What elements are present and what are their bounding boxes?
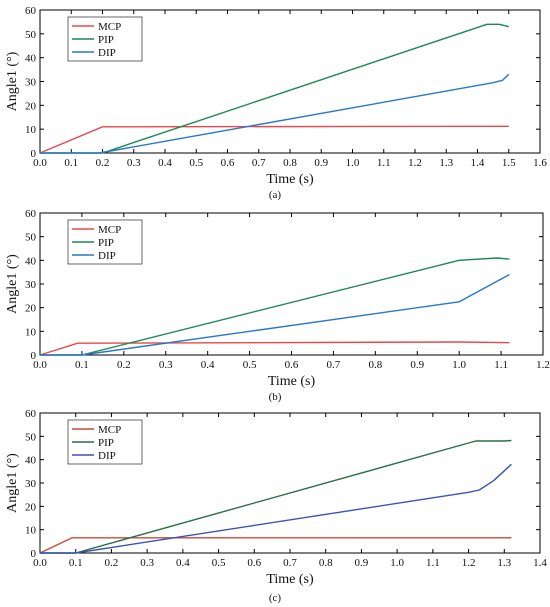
- x-axis-label: Time (s): [266, 172, 314, 187]
- series-line-mcp: [39, 341, 510, 356]
- chart-caption: (a): [269, 189, 282, 201]
- x-tick-label: 1.3: [439, 157, 453, 169]
- x-tick-label: 1.0: [346, 157, 360, 169]
- x-tick-label: 1.0: [452, 359, 466, 371]
- legend-entry: MCP: [98, 224, 121, 236]
- y-tick-label: 50: [25, 232, 37, 244]
- x-tick-label: 0.4: [176, 557, 190, 569]
- x-tick-label: 1.2: [462, 557, 476, 569]
- x-tick-label: 0.3: [140, 557, 154, 569]
- y-tick-label: 60: [25, 5, 37, 17]
- y-tick-label: 10: [25, 525, 37, 537]
- y-tick-label: 30: [25, 77, 37, 89]
- x-tick-label: 1.2: [536, 359, 550, 371]
- y-tick-label: 40: [25, 455, 37, 467]
- x-tick-label: 1.0: [390, 557, 404, 569]
- y-tick-label: 0: [31, 148, 37, 160]
- x-tick-label: 1.1: [494, 359, 508, 371]
- y-axis-label: Angle1 (°): [5, 51, 20, 111]
- x-axis-label: Time (s): [268, 374, 316, 389]
- x-axis-label: Time (s): [266, 572, 314, 587]
- legend-entry: DIP: [98, 47, 116, 59]
- x-tick-label: 1.4: [471, 157, 485, 169]
- x-tick-label: 0.9: [314, 157, 328, 169]
- x-tick-label: 0.1: [64, 157, 78, 169]
- y-axis-label: Angle1 (°): [5, 453, 20, 513]
- x-tick-label: 0.0: [33, 557, 47, 569]
- y-tick-label: 30: [25, 279, 37, 291]
- x-tick-label: 0.5: [189, 157, 203, 169]
- y-tick-label: 0: [31, 350, 37, 362]
- x-tick-label: 1.5: [502, 157, 516, 169]
- x-tick-label: 1.3: [497, 557, 511, 569]
- x-tick-label: 0.7: [252, 157, 266, 169]
- legend-entry: DIP: [98, 450, 116, 462]
- x-tick-label: 0.8: [368, 359, 382, 371]
- legend-entry: MCP: [98, 21, 121, 33]
- x-tick-label: 0.6: [285, 359, 299, 371]
- x-tick-label: 0.0: [33, 157, 47, 169]
- x-tick-label: 0.4: [201, 359, 215, 371]
- y-tick-label: 40: [25, 255, 37, 267]
- y-tick-label: 10: [25, 124, 37, 136]
- series-line-dip: [40, 73, 510, 154]
- x-tick-label: 0.2: [105, 557, 119, 569]
- x-tick-label: 0.5: [243, 359, 257, 371]
- y-tick-label: 50: [25, 431, 37, 443]
- x-tick-label: 0.9: [410, 359, 424, 371]
- x-tick-label: 1.6: [533, 157, 547, 169]
- x-tick-label: 1.4: [533, 557, 547, 569]
- chart-caption: (b): [269, 391, 282, 403]
- y-tick-label: 30: [25, 478, 37, 490]
- x-tick-label: 1.2: [408, 157, 422, 169]
- x-tick-label: 0.2: [96, 157, 110, 169]
- x-tick-label: 0.8: [319, 557, 333, 569]
- y-tick-label: 40: [25, 53, 37, 65]
- y-tick-label: 20: [25, 501, 37, 513]
- x-tick-label: 0.0: [33, 359, 47, 371]
- x-tick-label: 1.1: [426, 557, 440, 569]
- x-tick-label: 0.1: [69, 557, 83, 569]
- series-line-dip: [40, 273, 510, 356]
- x-tick-label: 0.7: [327, 359, 341, 371]
- legend-entry: PIP: [98, 437, 114, 449]
- x-tick-label: 0.4: [158, 157, 172, 169]
- x-tick-label: 0.1: [75, 359, 89, 371]
- legend-entry: MCP: [98, 424, 121, 436]
- x-tick-label: 0.5: [212, 557, 226, 569]
- series-line-dip: [40, 463, 512, 554]
- chart-caption: (c): [269, 592, 282, 604]
- chart-panel: 0.0 0.1 0.2 0.3 0.4 0.5 0.6 0.7 0.8 0.9 1.0 1.1 1.2 0…: [5, 208, 550, 403]
- y-tick-label: 0: [31, 548, 37, 560]
- y-tick-label: 20: [25, 303, 37, 315]
- chart-panel: 0.0 0.1 0.2 0.3 0.4 0.5 0.6 0.7 0.8 0.9 1.0 1.1 1.2 1…: [5, 5, 547, 201]
- x-tick-label: 0.6: [221, 157, 235, 169]
- series-line-pip: [40, 257, 510, 356]
- x-tick-label: 0.3: [159, 359, 173, 371]
- x-tick-label: 0.3: [127, 157, 141, 169]
- y-tick-label: 20: [25, 100, 37, 112]
- series-line-mcp: [39, 125, 509, 154]
- legend-entry: DIP: [98, 250, 116, 262]
- chart-panel: 0.0 0.1 0.2 0.3 0.4 0.5 0.6 0.7 0.8 0.9 1.0 1.1 1.2 1…: [5, 408, 547, 604]
- x-tick-label: 0.2: [117, 359, 131, 371]
- y-tick-label: 60: [25, 408, 37, 420]
- x-tick-label: 0.8: [283, 157, 297, 169]
- x-tick-label: 1.1: [377, 157, 391, 169]
- series-line-mcp: [39, 537, 512, 554]
- x-tick-label: 0.7: [283, 557, 297, 569]
- y-tick-label: 60: [25, 208, 37, 220]
- y-tick-label: 10: [25, 326, 37, 338]
- y-axis-label: Angle1 (°): [5, 254, 20, 314]
- legend-entry: PIP: [98, 237, 114, 249]
- x-tick-label: 0.9: [355, 557, 369, 569]
- y-tick-label: 50: [25, 29, 37, 41]
- x-tick-label: 0.6: [247, 557, 261, 569]
- legend-entry: PIP: [98, 34, 114, 46]
